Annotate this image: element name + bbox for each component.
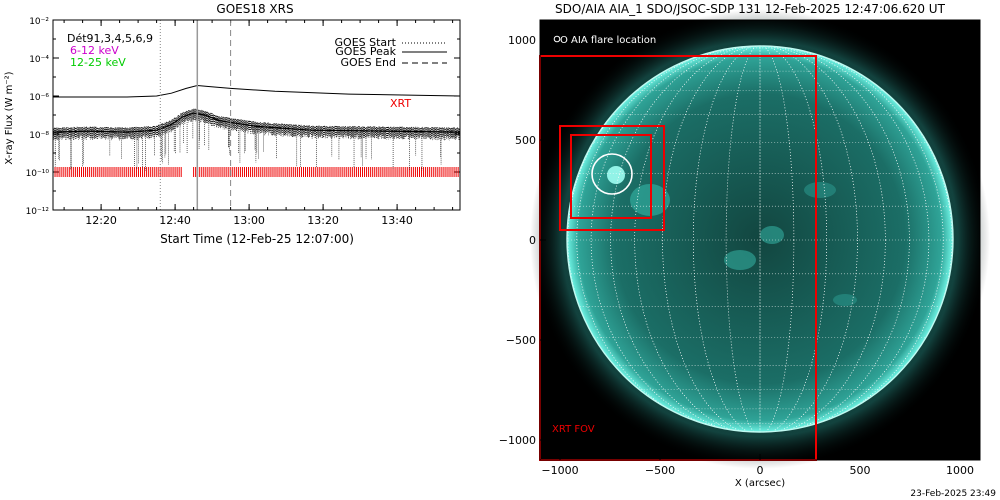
x-tick-label: 1000 bbox=[946, 464, 974, 477]
goes-chart-title: GOES18 XRS bbox=[216, 2, 293, 16]
xrt-fov-box bbox=[570, 134, 652, 219]
longitude-line bbox=[610, 46, 910, 432]
longitude-line bbox=[590, 46, 930, 432]
y-tick-label: 0 bbox=[529, 234, 536, 247]
legend-label-start: GOES Start bbox=[335, 36, 397, 49]
longitude-line bbox=[725, 46, 795, 432]
solar-limb bbox=[566, 45, 954, 433]
longitude-line bbox=[590, 46, 930, 432]
x-tick-label: −500 bbox=[645, 464, 675, 477]
legend-label-end: GOES End bbox=[340, 56, 396, 69]
y-tick-label: 10⁻⁴ bbox=[29, 55, 49, 65]
longitude-line bbox=[662, 46, 858, 432]
channel-label-low: 6-12 keV bbox=[70, 44, 119, 57]
active-region bbox=[804, 182, 836, 198]
xrt-fov-label: XRT FOV bbox=[552, 424, 595, 435]
longitude-line bbox=[725, 46, 795, 432]
flare-location-circle bbox=[591, 153, 633, 195]
longitude-line bbox=[634, 46, 886, 432]
x-tick-label: 0 bbox=[757, 464, 764, 477]
x-tick-label: 12:20 bbox=[85, 214, 117, 227]
aia-overlays bbox=[539, 35, 817, 461]
goes-legend: GOES Start GOES Peak GOES End bbox=[335, 36, 447, 69]
aia-image-background bbox=[540, 20, 980, 460]
active-region bbox=[760, 226, 784, 244]
longitude-line bbox=[610, 46, 910, 432]
corona-glow bbox=[530, 9, 990, 469]
goes-plot-frame bbox=[52, 19, 461, 211]
legend-circle-icon bbox=[553, 35, 561, 43]
sun-disk bbox=[567, 46, 953, 432]
goes-xrs-chart: GOES18 XRS X-ray Flux (W m⁻²) Start Time… bbox=[4, 2, 461, 246]
detector-label: Dét91,3,4,5,6,9 bbox=[67, 32, 153, 45]
active-region bbox=[833, 294, 857, 306]
x-tick-label: 13:20 bbox=[307, 214, 339, 227]
y-tick-label: 10⁻⁸ bbox=[29, 131, 49, 141]
goes-series bbox=[52, 84, 461, 171]
x-tick-label: 13:00 bbox=[233, 214, 265, 227]
series-high-line bbox=[52, 112, 461, 133]
xrt-coverage-bars bbox=[52, 167, 459, 177]
y-tick-label: 500 bbox=[515, 134, 536, 147]
longitude-line bbox=[567, 46, 953, 432]
active-regions bbox=[607, 166, 857, 306]
goes-y-axis-label: X-ray Flux (W m⁻²) bbox=[4, 71, 15, 164]
aia-x-axis-label: X (arcsec) bbox=[735, 478, 785, 489]
y-tick-label: −500 bbox=[506, 334, 536, 347]
aia-axis-ticks: −1000 −500 0 500 1000 1000 500 0 −500 −1000 bbox=[499, 34, 974, 477]
longitude-line bbox=[693, 46, 827, 432]
active-region bbox=[724, 250, 756, 270]
longitude-line bbox=[576, 46, 944, 432]
longitude-line bbox=[634, 46, 886, 432]
x-tick-label: 13:40 bbox=[381, 214, 413, 227]
flare-kernel bbox=[607, 166, 625, 184]
x-tick-label: 500 bbox=[850, 464, 871, 477]
goes-event-markers bbox=[159, 20, 232, 210]
y-tick-label: −1000 bbox=[499, 434, 536, 447]
x-tick-label: 12:40 bbox=[159, 214, 191, 227]
xrt-fov-box bbox=[559, 125, 665, 231]
aia-title: SDO/AIA AIA_1 SDO/JSOC-SDP 131 12-Feb-20… bbox=[555, 2, 946, 16]
goes-x-axis-label: Start Time (12-Feb-25 12:07:00) bbox=[160, 232, 354, 246]
x-tick-label: −1000 bbox=[541, 464, 578, 477]
y-tick-label: 1000 bbox=[508, 34, 536, 47]
aia-frame bbox=[539, 19, 981, 461]
longitude-line bbox=[693, 46, 827, 432]
xrt-label: XRT bbox=[390, 97, 411, 110]
xrt-fov-box bbox=[539, 55, 817, 461]
active-region bbox=[630, 184, 670, 216]
aia-legend-flare: O AIA flare location bbox=[560, 35, 656, 46]
longitude-line bbox=[662, 46, 858, 432]
y-tick-label: 10⁻¹⁰ bbox=[26, 169, 50, 179]
y-tick-label: 10⁻⁶ bbox=[29, 93, 49, 103]
y-tick-label: 10⁻¹² bbox=[26, 207, 50, 217]
longitude-line bbox=[567, 46, 953, 432]
series-low-line bbox=[53, 84, 461, 98]
channel-label-high: 12-25 keV bbox=[70, 56, 126, 69]
heliographic-grid bbox=[567, 46, 953, 432]
longitude-line bbox=[576, 46, 944, 432]
footer-timestamp: 23-Feb-2025 23:49 bbox=[910, 489, 996, 499]
y-tick-label: 10⁻² bbox=[29, 17, 49, 27]
legend-label-peak: GOES Peak bbox=[335, 45, 396, 58]
